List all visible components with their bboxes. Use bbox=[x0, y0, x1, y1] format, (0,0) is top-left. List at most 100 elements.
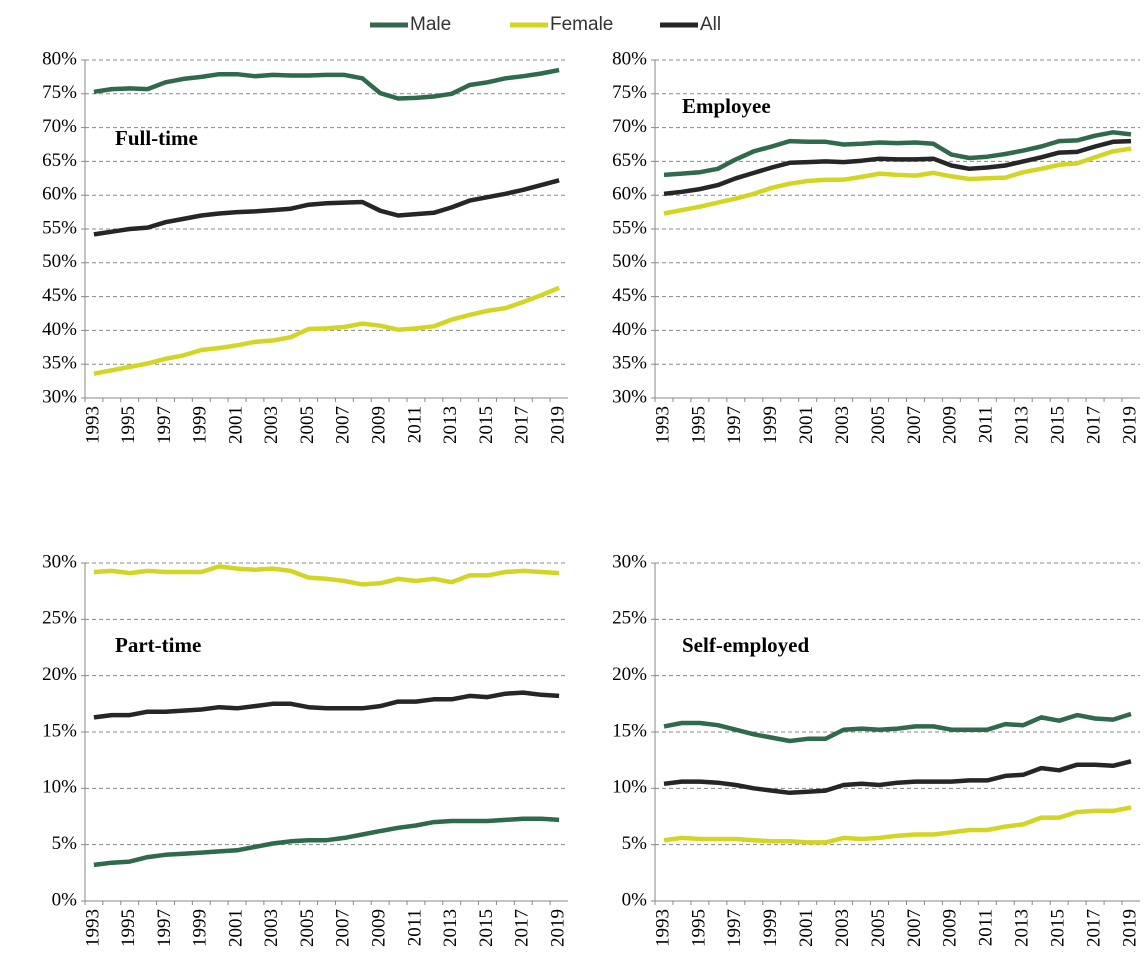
x-tick-label: 2009 bbox=[940, 406, 961, 444]
y-tick-label: 80% bbox=[42, 48, 77, 69]
y-tick-label: 15% bbox=[612, 720, 647, 741]
x-tick-label: 1993 bbox=[652, 406, 673, 444]
x-tick-label: 1993 bbox=[652, 909, 673, 947]
x-tick-label: 2017 bbox=[512, 406, 533, 444]
y-tick-label: 20% bbox=[612, 664, 647, 685]
x-tick-label: 2007 bbox=[904, 406, 925, 444]
x-tick-label: 1995 bbox=[688, 909, 709, 947]
y-tick-label: 50% bbox=[42, 251, 77, 272]
x-tick-label: 2013 bbox=[440, 909, 461, 947]
x-tick-label: 2019 bbox=[547, 406, 568, 444]
x-tick-label: 2017 bbox=[1083, 406, 1104, 444]
panel-title: Full-time bbox=[115, 126, 198, 150]
x-tick-label: 2013 bbox=[440, 406, 461, 444]
x-tick-label: 1993 bbox=[82, 406, 103, 444]
x-tick-label: 1993 bbox=[82, 909, 103, 947]
y-tick-label: 50% bbox=[612, 251, 647, 272]
x-tick-label: 2011 bbox=[976, 406, 997, 443]
x-tick-label: 2005 bbox=[868, 909, 889, 947]
x-tick-label: 1999 bbox=[190, 406, 211, 444]
x-tick-label: 1995 bbox=[688, 406, 709, 444]
x-tick-label: 2019 bbox=[547, 909, 568, 947]
x-tick-label: 2011 bbox=[404, 909, 425, 946]
y-tick-label: 25% bbox=[612, 608, 647, 629]
x-tick-label: 2005 bbox=[297, 406, 318, 444]
x-tick-label: 2001 bbox=[796, 406, 817, 444]
y-tick-label: 20% bbox=[42, 664, 77, 685]
y-tick-label: 75% bbox=[612, 82, 647, 103]
x-tick-label: 2015 bbox=[1048, 406, 1069, 444]
y-tick-label: 45% bbox=[612, 285, 647, 306]
y-tick-label: 35% bbox=[612, 353, 647, 374]
y-tick-label: 30% bbox=[42, 551, 77, 572]
y-tick-label: 75% bbox=[42, 82, 77, 103]
x-tick-label: 2005 bbox=[297, 909, 318, 947]
series-line bbox=[93, 564, 560, 587]
y-tick-label: 65% bbox=[612, 150, 647, 171]
x-tick-label: 1997 bbox=[154, 406, 175, 444]
y-tick-label: 35% bbox=[42, 353, 77, 374]
x-tick-label: 2011 bbox=[404, 406, 425, 443]
x-tick-label: 1997 bbox=[724, 406, 745, 444]
y-tick-label: 65% bbox=[42, 150, 77, 171]
legend-label: All bbox=[700, 14, 721, 35]
y-tick-label: 40% bbox=[42, 319, 77, 340]
x-tick-label: 2019 bbox=[1119, 909, 1140, 947]
x-tick-label: 2003 bbox=[261, 406, 282, 444]
series-line bbox=[663, 130, 1132, 178]
x-tick-label: 1997 bbox=[724, 909, 745, 947]
series-line bbox=[663, 805, 1132, 845]
y-tick-label: 10% bbox=[42, 777, 77, 798]
panel-title: Part-time bbox=[115, 633, 201, 657]
x-tick-label: 2005 bbox=[868, 406, 889, 444]
series-line bbox=[93, 67, 560, 101]
x-tick-label: 2013 bbox=[1012, 406, 1033, 444]
series-line bbox=[663, 146, 1132, 216]
x-tick-label: 2001 bbox=[225, 909, 246, 947]
x-tick-label: 2019 bbox=[1119, 406, 1140, 444]
x-tick-label: 2017 bbox=[1083, 909, 1104, 947]
x-tick-label: 2009 bbox=[940, 909, 961, 947]
panel-title: Employee bbox=[682, 94, 771, 118]
y-tick-label: 55% bbox=[612, 217, 647, 238]
series-line bbox=[93, 690, 560, 720]
x-tick-label: 2007 bbox=[904, 909, 925, 947]
series-line bbox=[93, 285, 560, 376]
x-tick-label: 2015 bbox=[1048, 909, 1069, 947]
y-tick-label: 0% bbox=[52, 889, 78, 910]
x-tick-label: 2013 bbox=[1012, 909, 1033, 947]
legend-label: Female bbox=[550, 14, 613, 35]
legend-label: Male bbox=[410, 14, 451, 35]
series-line bbox=[663, 138, 1132, 197]
y-tick-label: 70% bbox=[42, 116, 77, 137]
x-tick-label: 2009 bbox=[369, 909, 390, 947]
x-tick-label: 2001 bbox=[796, 909, 817, 947]
panel-title: Self-employed bbox=[682, 633, 809, 657]
x-tick-label: 2003 bbox=[261, 909, 282, 947]
y-tick-label: 30% bbox=[612, 386, 647, 407]
x-tick-label: 2009 bbox=[369, 406, 390, 444]
x-tick-label: 1999 bbox=[190, 909, 211, 947]
series-line bbox=[93, 816, 560, 868]
y-tick-label: 25% bbox=[42, 608, 77, 629]
x-tick-label: 2003 bbox=[832, 406, 853, 444]
x-tick-label: 2007 bbox=[333, 406, 354, 444]
y-tick-label: 30% bbox=[612, 551, 647, 572]
x-tick-label: 1999 bbox=[760, 406, 781, 444]
y-tick-label: 80% bbox=[612, 48, 647, 69]
x-tick-label: 1997 bbox=[154, 909, 175, 947]
y-tick-label: 5% bbox=[52, 833, 78, 854]
x-tick-label: 1995 bbox=[118, 909, 139, 947]
y-tick-label: 30% bbox=[42, 386, 77, 407]
x-tick-label: 2001 bbox=[225, 406, 246, 444]
y-tick-label: 40% bbox=[612, 319, 647, 340]
y-tick-label: 55% bbox=[42, 217, 77, 238]
y-tick-label: 60% bbox=[612, 184, 647, 205]
series-line bbox=[663, 711, 1132, 744]
y-tick-label: 10% bbox=[612, 777, 647, 798]
y-tick-label: 5% bbox=[622, 833, 648, 854]
y-tick-label: 0% bbox=[622, 889, 648, 910]
x-tick-label: 2003 bbox=[832, 909, 853, 947]
series-line bbox=[93, 178, 560, 237]
y-tick-label: 70% bbox=[612, 116, 647, 137]
